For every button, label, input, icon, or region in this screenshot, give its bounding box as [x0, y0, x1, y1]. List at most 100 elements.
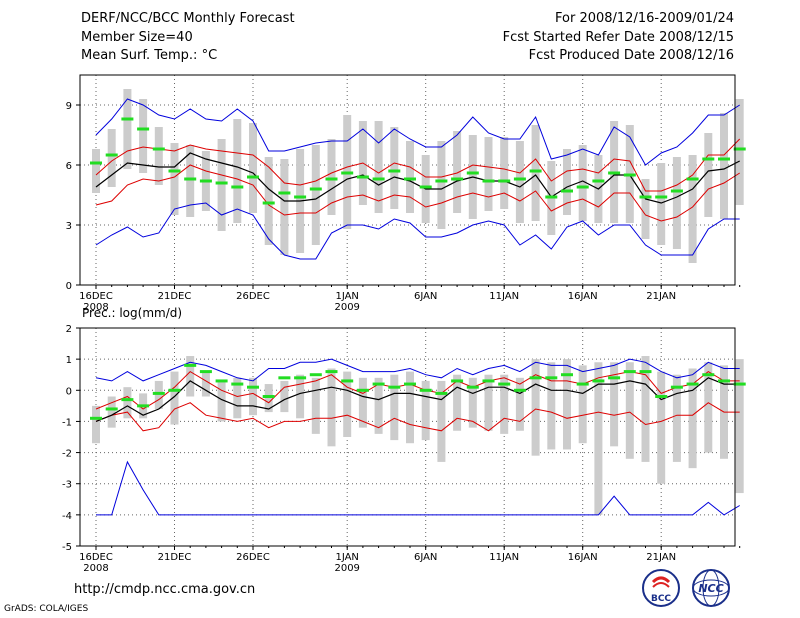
prec-ytick-label: -1	[62, 417, 72, 428]
prec-spread-bar	[358, 377, 367, 428]
temp-spread-bar	[531, 125, 540, 221]
temp-spread-bar	[374, 121, 383, 213]
temp-ytick-label: 9	[66, 101, 72, 112]
prec-xtick-label: 21JAN	[646, 552, 676, 563]
prec-xtick-label: 11JAN	[489, 552, 519, 563]
prec-spread-bar	[107, 396, 116, 428]
prec-spread-bar	[374, 377, 383, 434]
prec-spread-bar	[406, 371, 414, 444]
temp-spread-bar	[515, 141, 524, 223]
prec-min-line	[96, 460, 740, 516]
prec-spread-bar	[484, 374, 493, 431]
bcc-logo: BCC	[642, 569, 680, 607]
temp-spread-bar	[123, 89, 132, 169]
prec-spread-bar	[249, 377, 257, 416]
prec-spread-bar	[515, 377, 524, 431]
temp-spread-bar	[688, 155, 697, 263]
prec-spread-bar	[264, 384, 273, 413]
temp-min-line	[95, 98, 740, 166]
temp-spread-bar	[233, 119, 242, 223]
temp-xtick-year: 2009	[334, 302, 359, 313]
temp-xtick-label: 16JAN	[568, 291, 598, 302]
prec-spread-bar	[610, 362, 619, 447]
temp-spread-bar	[311, 145, 320, 245]
prec-spread-bar	[201, 371, 210, 397]
temp-spread-bar	[657, 163, 666, 245]
temp-xtick-label: 1JAN	[335, 291, 358, 302]
prec-ytick-label: 0	[66, 386, 72, 397]
temp-spread-bar	[280, 159, 289, 255]
temp-spread-bar	[92, 149, 100, 193]
temp-spread-bar	[249, 123, 257, 213]
prec-ytick-label: 2	[66, 324, 72, 335]
temp-spread-bar	[139, 99, 148, 173]
prec-xtick-label: 26DEC	[236, 552, 270, 563]
prec-spread-bar	[217, 380, 226, 422]
prec-spread-bar	[296, 374, 305, 419]
source-url[interactable]: http://cmdp.ncc.cma.gov.cn	[74, 582, 256, 597]
prec-xtick-label: 16JAN	[568, 552, 598, 563]
temp-xtick-label: 6JAN	[414, 291, 437, 302]
temp-xtick-label: 11JAN	[489, 291, 519, 302]
prec-spread-bar	[123, 387, 132, 419]
temp-spread-bar	[641, 179, 650, 239]
prec-spread-bar	[170, 371, 179, 425]
temp-max-line	[95, 202, 740, 260]
temp-spread-bar	[107, 129, 116, 187]
chart-title: DERF/NCC/BCC Monthly Forecast	[81, 11, 295, 26]
prec-spread-bar	[92, 405, 100, 444]
prec-xtick-label: 6JAN	[414, 552, 437, 563]
temp-xtick-year: 2008	[83, 302, 108, 313]
temp-ytick-label: 0	[66, 281, 72, 292]
prec-spread-bar	[735, 359, 744, 494]
temp-p10-line	[95, 164, 740, 222]
temp-spread-bar	[406, 141, 414, 213]
prec-spread-bar	[390, 374, 399, 441]
prec-spread-bar	[625, 362, 634, 459]
temp-spread-bar	[735, 99, 744, 205]
prec-ytick-label: -3	[62, 480, 72, 491]
prec-spread-bar	[531, 359, 540, 456]
prec-spread-bar	[186, 356, 195, 397]
prec-ytick-label: -4	[62, 511, 72, 522]
temp-spread-bar	[500, 137, 509, 209]
prec-spread-bar	[453, 374, 462, 431]
temp-spread-bar	[186, 145, 195, 217]
prec-spread-bar	[421, 380, 430, 441]
temp-spread-bar	[217, 139, 226, 231]
prec-xtick-year: 2008	[83, 563, 108, 574]
temp-spread-bar	[264, 157, 273, 245]
prec-spread-bar	[594, 362, 603, 515]
grads-credit: GrADS: COLA/IGES	[4, 604, 89, 614]
prec-spread-bar	[578, 365, 587, 444]
temp-spread-bar	[170, 143, 179, 215]
forecast-period: For 2008/12/16-2009/01/24	[555, 11, 734, 26]
temp-spread-bar	[563, 149, 571, 215]
prec-spread-bar	[657, 371, 666, 484]
temp-spread-bar	[453, 131, 462, 213]
temp-spread-bar	[704, 133, 713, 217]
temp-p90-line	[95, 138, 741, 192]
prec-spread-bar	[672, 374, 681, 462]
temp-spread-bar	[578, 145, 587, 221]
prec-spread-bar	[704, 362, 713, 453]
prec-spread-bar	[343, 371, 352, 437]
temp-frame	[79, 74, 736, 286]
prec-p10-line	[95, 402, 740, 432]
prec-ytick-label: -2	[62, 449, 72, 460]
prec-panel-title: Prec.: log(mm/d)	[82, 306, 182, 320]
temp-mean-line	[95, 152, 740, 204]
temp-spread-bar	[720, 113, 728, 219]
prec-spread-bar	[500, 374, 509, 434]
temp-spread-bar	[390, 127, 399, 209]
temp-xtick-label: 21JAN	[646, 291, 676, 302]
temp-spread-bar	[484, 137, 493, 211]
prec-xtick-year: 2009	[334, 563, 359, 574]
prec-xtick-label: 21DEC	[158, 552, 192, 563]
prec-spread-bar	[280, 380, 289, 413]
temp-spread-bar	[154, 127, 163, 185]
prec-ytick-label: 1	[66, 355, 72, 366]
